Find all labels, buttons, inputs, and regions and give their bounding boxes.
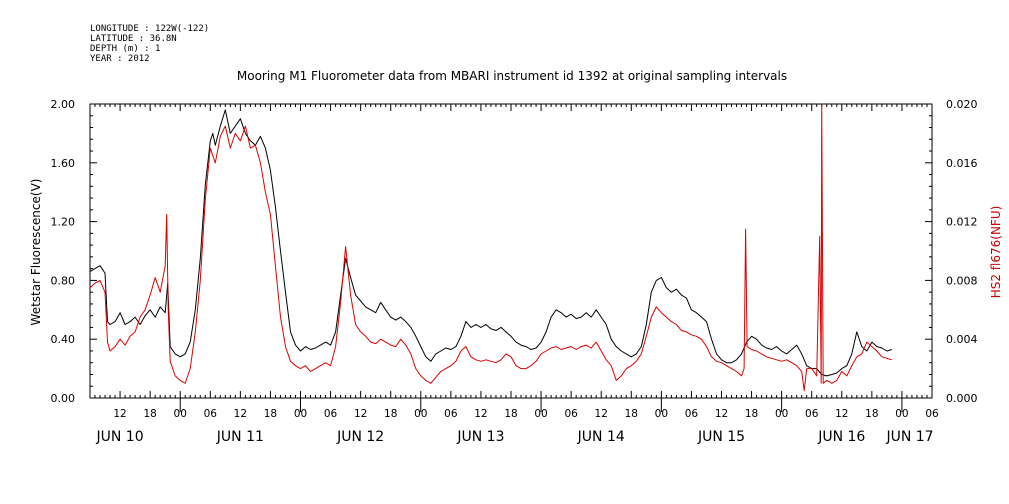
x-hour-tick-label: 00 <box>895 408 908 420</box>
x-hour-tick-label: 12 <box>354 408 367 420</box>
x-hour-tick-label: 12 <box>234 408 247 420</box>
y-tick-label-right: 0.016 <box>946 157 978 170</box>
x-hour-tick-label: 18 <box>384 408 397 420</box>
meta-year: YEAR : 2012 <box>90 54 150 64</box>
y-tick-label-left: 2.00 <box>51 98 76 111</box>
x-hour-tick-label: 12 <box>715 408 728 420</box>
x-hour-tick-label: 06 <box>925 408 939 420</box>
x-hour-tick-label: 00 <box>534 408 547 420</box>
y-tick-label-left: 0.40 <box>51 333 76 346</box>
x-hour-tick-label: 12 <box>474 408 487 420</box>
x-hour-tick-label: 18 <box>745 408 758 420</box>
plot-axes <box>89 103 933 412</box>
series-line-black <box>89 109 893 377</box>
y-tick-label-right: 0.000 <box>946 392 978 405</box>
x-day-label: JUN 16 <box>817 429 865 445</box>
y-axis-right-label: HS2 fl676(NFU) <box>989 206 1003 299</box>
x-hour-tick-label: 00 <box>655 408 668 420</box>
x-day-label: JUN 17 <box>885 429 933 445</box>
x-hour-tick-label: 06 <box>204 408 218 420</box>
y-tick-label-left: 1.20 <box>51 216 76 229</box>
plot-series <box>89 103 893 392</box>
x-hour-tick-label: 06 <box>444 408 458 420</box>
y-tick-label-right: 0.008 <box>946 274 978 287</box>
plot-frame <box>89 103 933 399</box>
meta-latitude: LATITUDE : 36.8N <box>90 34 177 44</box>
y-tick-label-right: 0.004 <box>946 333 978 346</box>
x-hour-tick-label: 00 <box>414 408 427 420</box>
x-hour-tick-label: 18 <box>625 408 638 420</box>
y-tick-label-left: 1.60 <box>51 157 76 170</box>
x-hour-tick-label: 12 <box>835 408 848 420</box>
x-hour-tick-label: 06 <box>324 408 338 420</box>
x-day-label: JUN 12 <box>336 429 384 445</box>
x-day-label: JUN 13 <box>456 429 504 445</box>
meta-depth: DEPTH (m) : 1 <box>90 44 160 54</box>
x-hour-tick-label: 18 <box>504 408 517 420</box>
meta-longitude: LONGITUDE : 122W(-122) <box>90 24 209 34</box>
x-hour-tick-label: 18 <box>143 408 156 420</box>
x-day-label: JUN 14 <box>577 429 625 445</box>
x-hour-tick-label: 00 <box>174 408 187 420</box>
x-day-label: JUN 10 <box>96 429 144 445</box>
y-tick-label-right: 0.012 <box>946 216 978 229</box>
series-line-red <box>89 103 893 392</box>
x-hour-tick-label: 18 <box>264 408 277 420</box>
x-day-label: JUN 15 <box>697 429 745 445</box>
y-tick-label-left: 0.80 <box>51 274 76 287</box>
x-hour-tick-label: 00 <box>775 408 788 420</box>
x-hour-tick-label: 06 <box>685 408 699 420</box>
metadata-block: LONGITUDE : 122W(-122) LATITUDE : 36.8N … <box>90 24 209 64</box>
y-tick-label-left: 0.00 <box>51 392 76 405</box>
x-hour-tick-label: 06 <box>805 408 819 420</box>
x-hour-tick-label: 12 <box>595 408 608 420</box>
x-hour-tick-label: 06 <box>564 408 578 420</box>
x-hour-tick-label: 12 <box>113 408 126 420</box>
x-day-label: JUN 11 <box>216 429 264 445</box>
x-hour-tick-label: 18 <box>865 408 878 420</box>
y-tick-label-right: 0.020 <box>946 98 978 111</box>
y-axis-left-label: Wetstar Fluorescence(V) <box>29 179 43 326</box>
tick-labels: 12 18 00 06 12 18 00 06 12 18 00 06 12 18 00 06 12 18 00 06… <box>51 98 978 445</box>
chart-title: Mooring M1 Fluorometer data from MBARI i… <box>237 69 787 83</box>
x-hour-tick-label: 00 <box>294 408 307 420</box>
